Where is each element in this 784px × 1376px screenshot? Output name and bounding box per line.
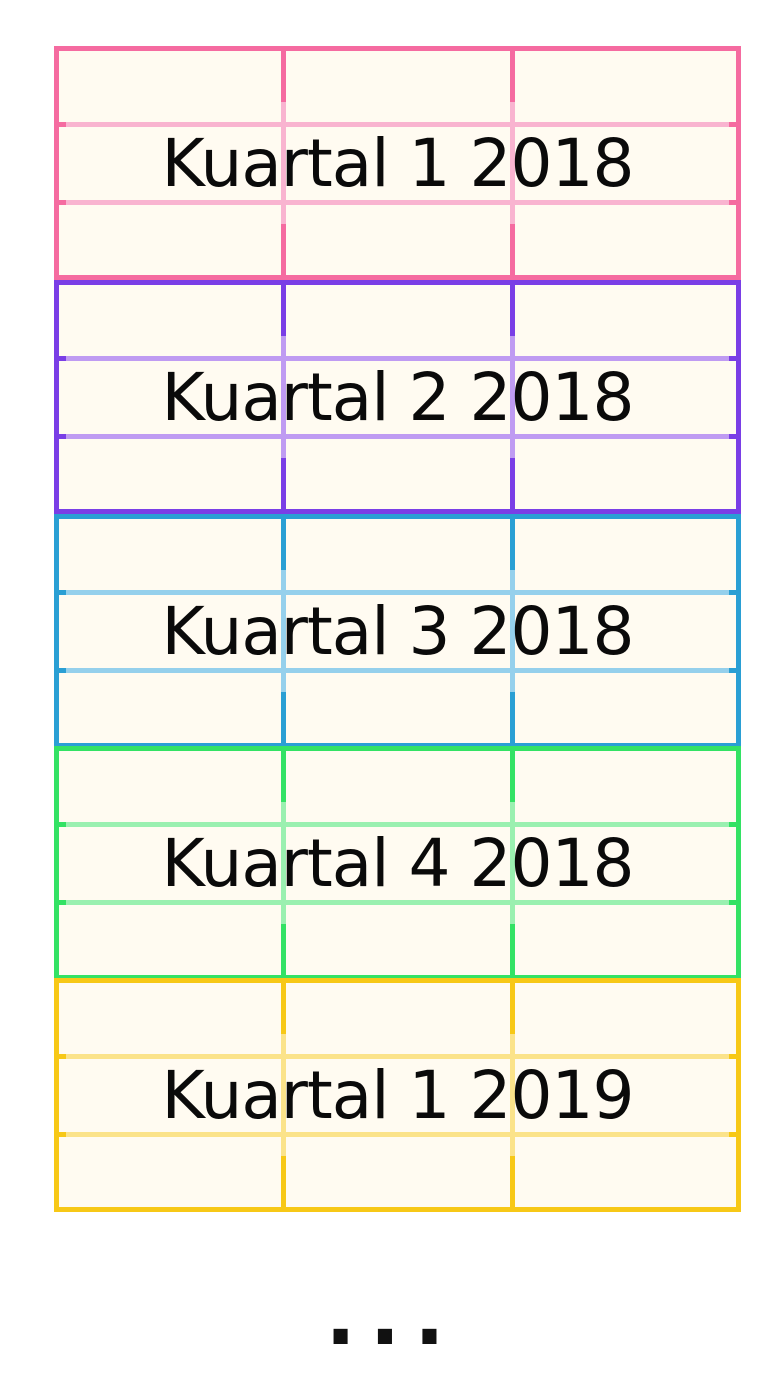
border: [54, 280, 741, 285]
grid-line: [510, 746, 515, 802]
border: [54, 978, 741, 983]
grid-tick: [729, 1054, 741, 1059]
grid-line: [510, 802, 515, 924]
quarter-block: Kuartal 3 2018: [54, 514, 741, 748]
grid-tick: [54, 822, 66, 827]
border: [736, 514, 741, 748]
grid-tick: [729, 668, 741, 673]
grid-line: [281, 280, 286, 336]
border: [54, 746, 59, 980]
border: [54, 975, 741, 980]
grid-line: [510, 514, 515, 570]
border: [736, 746, 741, 980]
quarter-block: Kuartal 2 2018: [54, 280, 741, 514]
grid-line: [281, 224, 286, 280]
grid-line: [281, 1034, 286, 1156]
quarter-label: Kuartal 1 2018: [161, 124, 635, 202]
grid-line: [510, 102, 515, 224]
grid-line: [510, 46, 515, 102]
grid-line: [510, 224, 515, 280]
grid-line: [510, 978, 515, 1034]
grid-tick: [54, 356, 66, 361]
quarter-block: Kuartal 1 2019: [54, 978, 741, 1212]
border: [54, 743, 741, 748]
grid-line: [510, 692, 515, 748]
quarter-label: Kuartal 1 2019: [161, 1056, 635, 1134]
grid-tick: [729, 1132, 741, 1137]
grid-line: [510, 1034, 515, 1156]
grid-line: [54, 900, 741, 905]
grid-line: [281, 102, 286, 224]
grid-line: [281, 924, 286, 980]
grid-line: [281, 746, 286, 802]
grid-tick: [54, 200, 66, 205]
grid-line: [281, 692, 286, 748]
grid-line: [510, 336, 515, 458]
grid-line: [281, 458, 286, 514]
grid-tick: [54, 900, 66, 905]
border: [736, 978, 741, 1212]
quarter-block: Kuartal 4 2018: [54, 746, 741, 980]
border: [54, 514, 741, 519]
border: [54, 746, 741, 751]
grid-line: [281, 1156, 286, 1212]
border: [54, 978, 59, 1212]
grid-line: [281, 570, 286, 692]
grid-line: [281, 514, 286, 570]
quarter-label: Kuartal 4 2018: [161, 824, 635, 902]
border: [736, 280, 741, 514]
grid-line: [510, 924, 515, 980]
grid-tick: [729, 900, 741, 905]
border: [54, 280, 59, 514]
grid-line: [510, 1156, 515, 1212]
grid-line: [54, 434, 741, 439]
grid-tick: [54, 122, 66, 127]
border: [54, 1207, 741, 1212]
grid-tick: [54, 590, 66, 595]
grid-line: [54, 1054, 741, 1059]
grid-line: [281, 336, 286, 458]
grid-line: [54, 822, 741, 827]
grid-line: [281, 46, 286, 102]
border: [54, 509, 741, 514]
grid-line: [281, 978, 286, 1034]
border: [54, 275, 741, 280]
grid-tick: [54, 1132, 66, 1137]
grid-tick: [729, 356, 741, 361]
grid-tick: [729, 822, 741, 827]
grid-line: [510, 458, 515, 514]
quarter-block: Kuartal 1 2018: [54, 46, 741, 280]
border: [54, 514, 59, 748]
grid-tick: [729, 434, 741, 439]
grid-line: [54, 1132, 741, 1137]
grid-line: [54, 200, 741, 205]
grid-line: [54, 668, 741, 673]
border: [54, 46, 59, 280]
quarter-label: Kuartal 2 2018: [161, 358, 635, 436]
border: [736, 46, 741, 280]
grid-line: [54, 590, 741, 595]
grid-line: [510, 570, 515, 692]
quarter-label: Kuartal 3 2018: [161, 592, 635, 670]
grid-line: [54, 356, 741, 361]
grid-tick: [729, 122, 741, 127]
grid-line: [510, 280, 515, 336]
border: [54, 46, 741, 51]
grid-tick: [729, 200, 741, 205]
grid-tick: [54, 1054, 66, 1059]
grid-line: [281, 802, 286, 924]
grid-tick: [729, 590, 741, 595]
continuation-ellipsis: ...: [325, 1270, 459, 1363]
grid-tick: [54, 434, 66, 439]
grid-line: [54, 122, 741, 127]
grid-tick: [54, 668, 66, 673]
